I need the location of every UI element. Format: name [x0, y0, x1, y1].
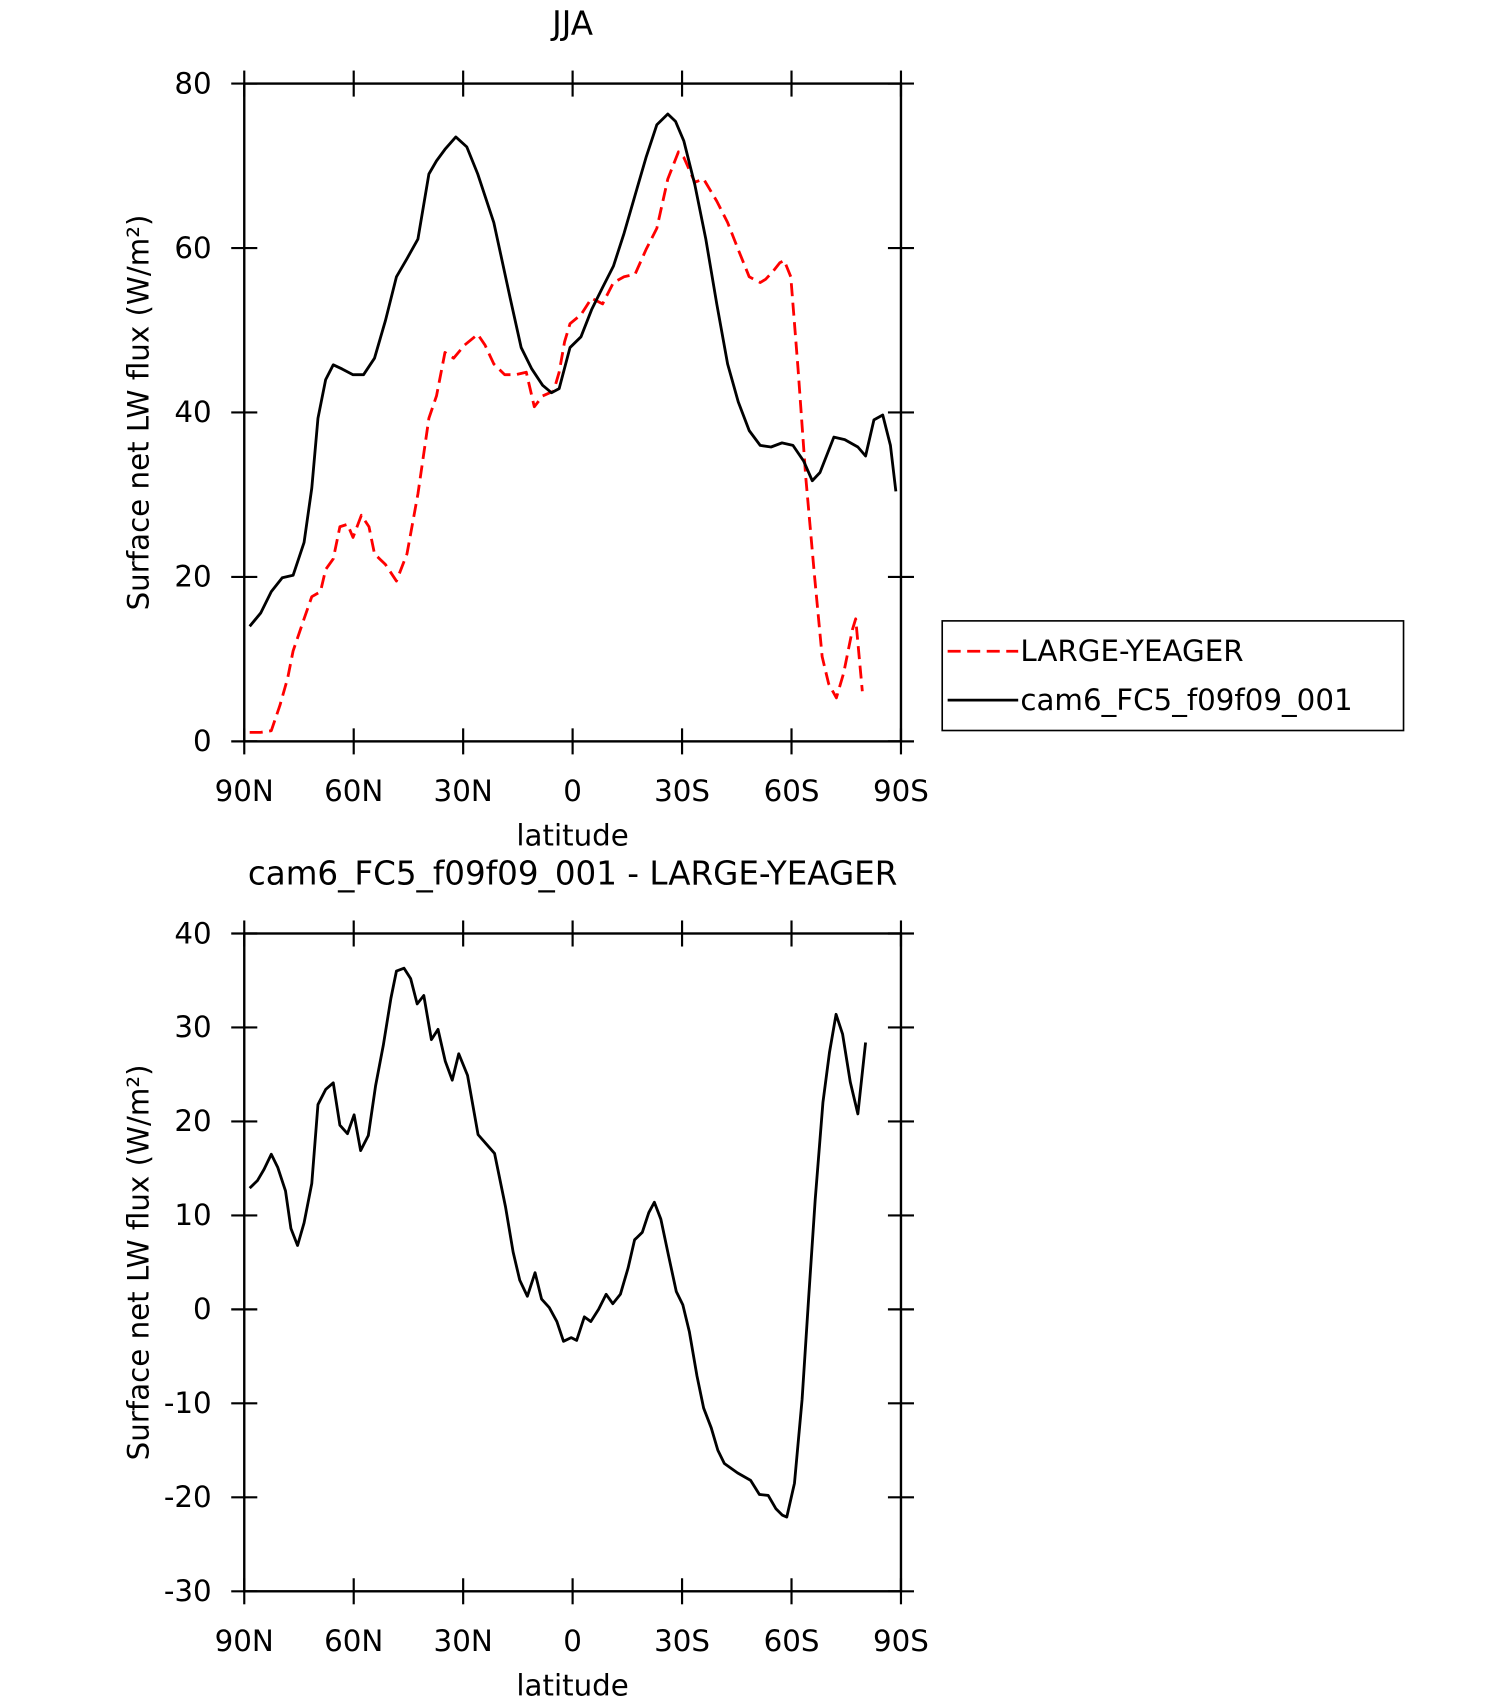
- plot-frame: [243, 82, 903, 743]
- data-line: [249, 150, 864, 734]
- y-tick-label: 10: [174, 1198, 211, 1232]
- plot-frame: [243, 932, 903, 1593]
- x-tick-label: 90N: [215, 774, 274, 808]
- x-tick-label: 60N: [324, 1624, 383, 1658]
- y-tick-label: 80: [174, 66, 211, 100]
- y-axis-label: Surface net LW flux (W/m²): [122, 1064, 156, 1460]
- x-tick-label: 60S: [764, 774, 820, 808]
- x-tick-label: 0: [563, 774, 582, 808]
- y-tick-label: 20: [174, 1104, 211, 1138]
- y-tick-label: 40: [174, 395, 211, 429]
- y-tick-label: -10: [164, 1386, 212, 1420]
- chart-title: JJA: [550, 5, 593, 43]
- x-tick-label: 90S: [873, 774, 929, 808]
- x-tick-label: 0: [563, 1624, 582, 1658]
- legend-label: cam6_FC5_f09f09_001: [1020, 683, 1352, 717]
- y-tick-label: -30: [164, 1574, 212, 1608]
- x-tick-label: 90S: [873, 1624, 929, 1658]
- x-tick-label: 90N: [215, 1624, 274, 1658]
- x-tick-label: 30N: [434, 1624, 493, 1658]
- y-tick-label: 0: [193, 724, 212, 758]
- y-axis-label: Surface net LW flux (W/m²): [122, 215, 156, 611]
- x-axis-label: latitude: [516, 1668, 628, 1702]
- x-tick-label: 60S: [764, 1624, 820, 1658]
- data-line: [248, 112, 898, 628]
- chart-title: cam6_FC5_f09f09_001 - LARGE-YEAGER: [248, 855, 898, 893]
- x-tick-label: 30S: [654, 1624, 710, 1658]
- y-tick-label: 30: [174, 1010, 211, 1044]
- y-tick-label: 60: [174, 231, 211, 265]
- x-tick-label: 30N: [434, 774, 493, 808]
- data-line: [248, 966, 867, 1519]
- x-tick-label: 60N: [324, 774, 383, 808]
- y-tick-label: 0: [193, 1292, 212, 1326]
- y-tick-label: -20: [164, 1480, 212, 1514]
- y-tick-label: 20: [174, 560, 211, 594]
- x-axis-label: latitude: [516, 819, 628, 853]
- legend-box: [941, 620, 1405, 732]
- x-tick-label: 30S: [654, 774, 710, 808]
- legend-label: LARGE-YEAGER: [1020, 634, 1243, 668]
- y-tick-label: 40: [174, 916, 211, 950]
